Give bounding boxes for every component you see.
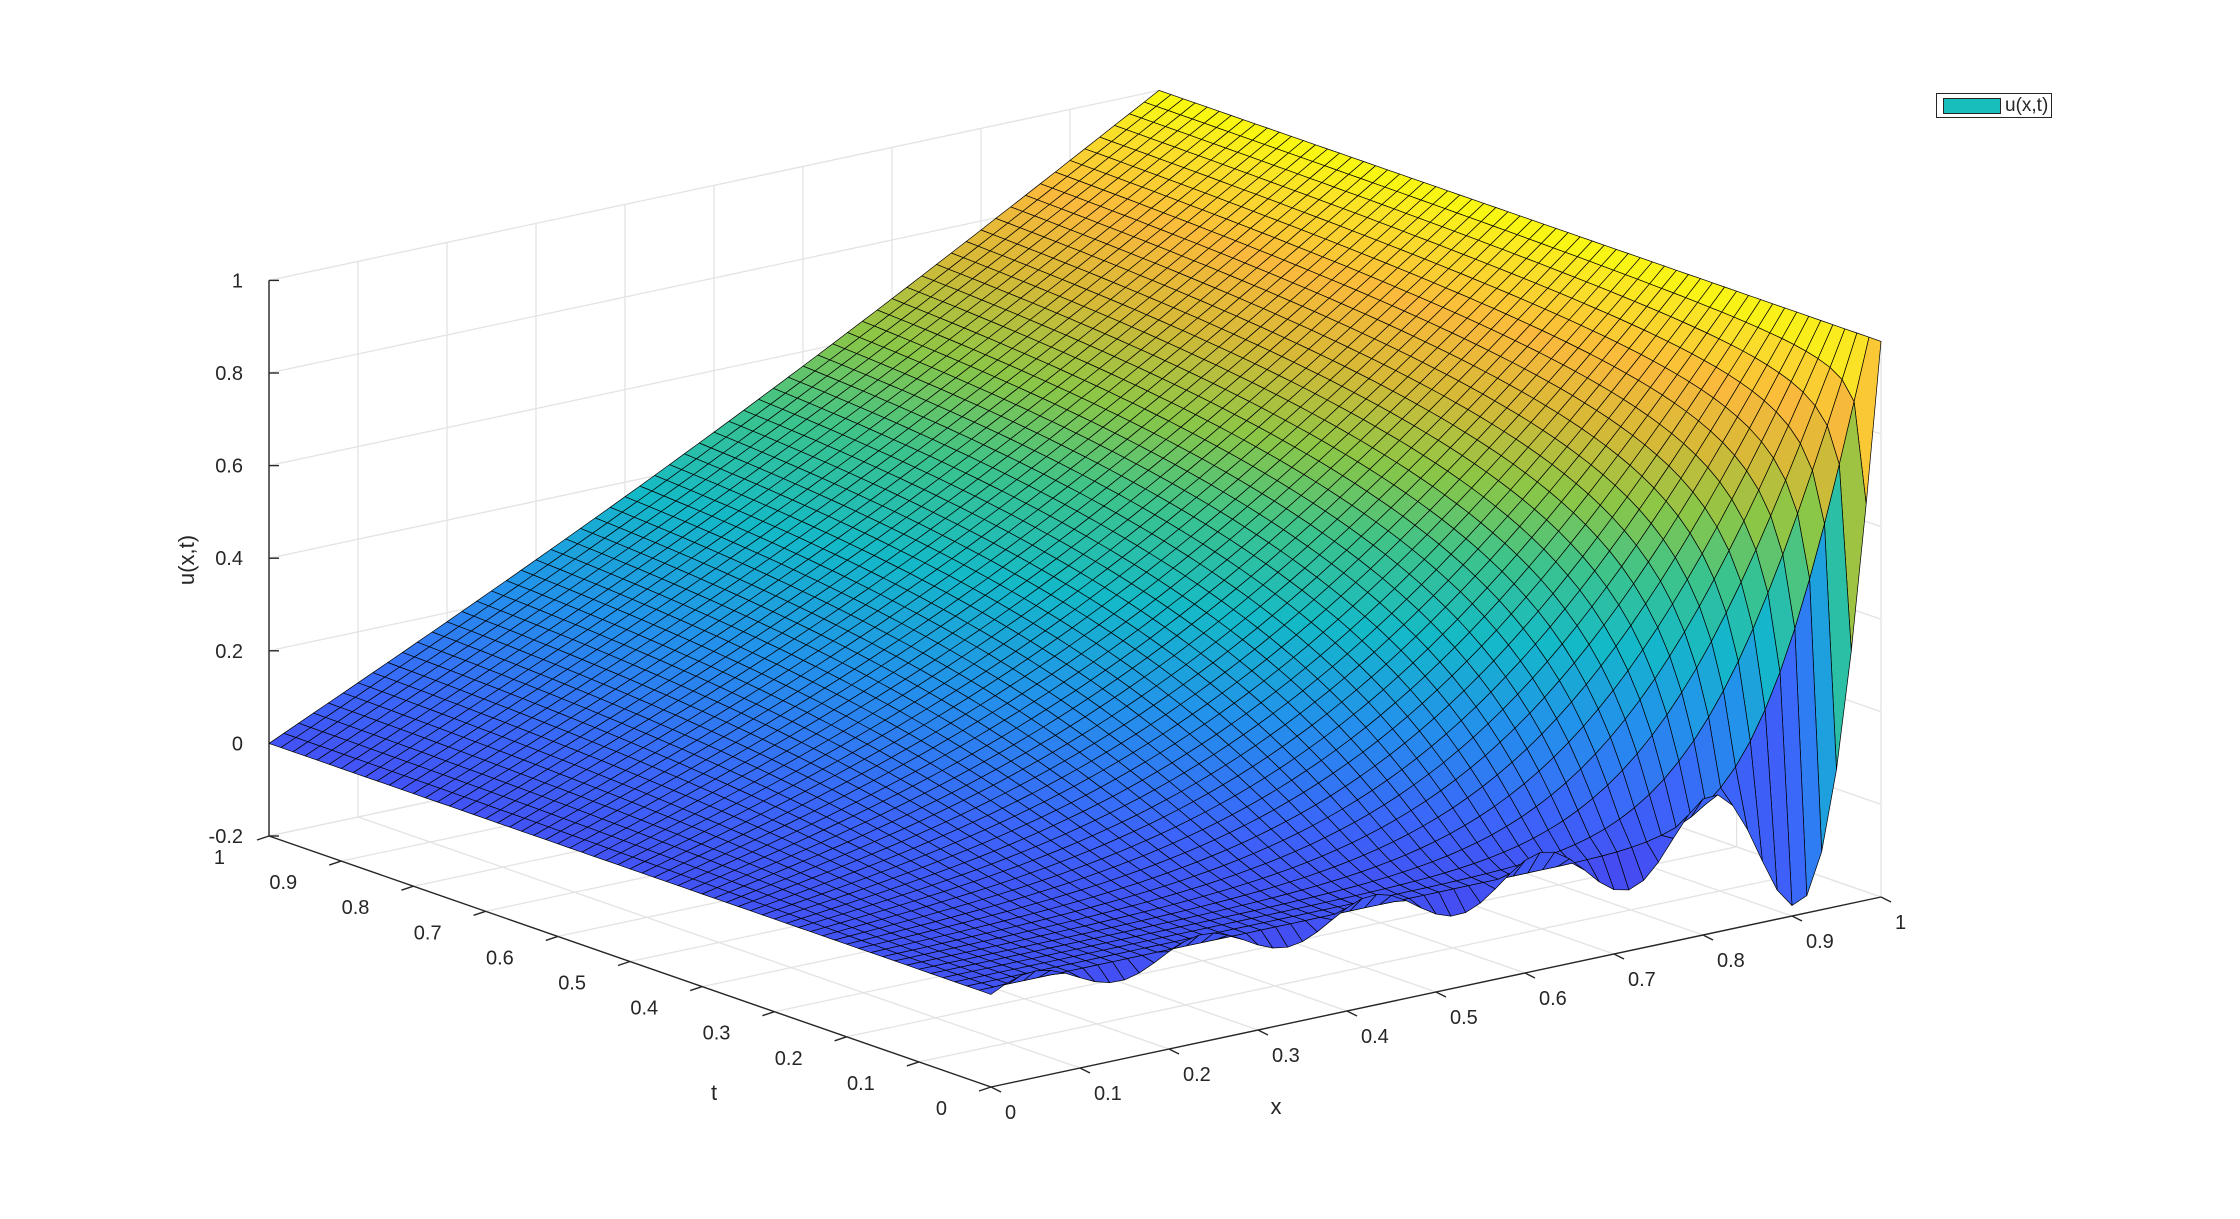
x-tick-label: 0.4 [1361, 1026, 1389, 1048]
t-tick [256, 835, 270, 841]
t-tick [328, 860, 342, 866]
t-tick-label: 0.1 [847, 1073, 875, 1095]
t-tick-label: 0.7 [414, 922, 442, 944]
t-tick-label: 0.6 [486, 947, 514, 969]
legend-label: u(x,t) [2005, 94, 2049, 116]
legend-swatch [1943, 97, 2001, 114]
x-tick-label: 0 [1005, 1102, 1016, 1124]
t-tick-label: 0 [936, 1098, 947, 1120]
x-tick [1435, 991, 1447, 998]
surface-mesh [268, 90, 1882, 995]
x-tick [1079, 1067, 1091, 1074]
t-tick-label: 0.9 [269, 872, 297, 894]
z-tick-label: 0.6 [215, 456, 243, 478]
x-tick-label: 0.6 [1539, 988, 1567, 1010]
x-tick [1880, 896, 1892, 903]
x-tick-label: 0.5 [1450, 1007, 1478, 1029]
x-tick-label: 0.3 [1272, 1045, 1300, 1067]
x-tick [1524, 972, 1536, 979]
x-axis-label: x [1271, 1094, 1282, 1119]
x-tick [1346, 1010, 1358, 1017]
x-tick [1257, 1029, 1269, 1036]
z-axis-label: u(x,t) [174, 535, 199, 585]
tick-labels: 0 0.1 0.2 0.3 0.4 0.5 0.6 0.7 0.8 0.9 1 0 0.1 0.2 0.3 0… [209, 270, 1907, 1124]
x-tick [1791, 915, 1803, 922]
z-tick-label: 0.2 [215, 641, 243, 663]
x-tick-label: 0.7 [1628, 969, 1656, 991]
x-tick [1613, 953, 1625, 960]
t-tick [978, 1086, 992, 1092]
x-tick-label: 1 [1895, 912, 1906, 934]
t-tick-label: 0.2 [775, 1048, 803, 1070]
t-axis-label: t [711, 1080, 717, 1105]
legend[interactable]: u(x,t) [1936, 93, 2052, 118]
grid-line [918, 871, 1809, 1063]
x-tick-label: 0.8 [1717, 950, 1745, 972]
t-tick [689, 985, 703, 992]
t-tick-label: 0.5 [558, 973, 586, 995]
t-tick-label: 0.4 [630, 998, 658, 1020]
z-tick-label: 0.8 [215, 363, 243, 385]
t-tick [401, 885, 414, 891]
t-tick [762, 1011, 775, 1017]
x-tick-label: 0.9 [1806, 931, 1834, 953]
x-tick [990, 1086, 1002, 1093]
x-tick-label: 0.2 [1183, 1064, 1211, 1086]
x-tick-label: 0.1 [1094, 1083, 1122, 1105]
z-tick-label: -0.2 [209, 826, 243, 848]
t-tick [473, 910, 486, 916]
t-tick-label: 0.3 [703, 1023, 731, 1045]
surface-face [978, 983, 1007, 995]
t-tick-label: 1 [214, 847, 225, 869]
t-tick-label: 0.8 [342, 897, 370, 919]
z-tick-label: 0.4 [215, 548, 243, 570]
z-tick-label: 1 [232, 270, 243, 292]
t-tick [834, 1036, 847, 1042]
t-tick [906, 1061, 920, 1067]
x-tick [1702, 934, 1714, 941]
z-tick-label: 0 [232, 733, 243, 755]
grid-line [268, 89, 1160, 282]
x-tick [1168, 1048, 1180, 1055]
t-tick [617, 960, 631, 967]
t-tick [545, 935, 559, 942]
